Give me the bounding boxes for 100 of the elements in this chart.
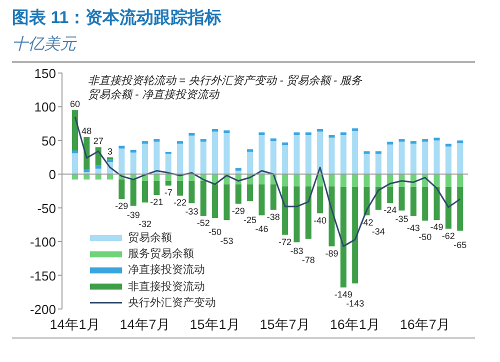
y-tick-label: 0 [48, 167, 56, 182]
bar [317, 186, 324, 214]
bar [375, 174, 382, 187]
bar [177, 144, 184, 174]
data-label: -62 [442, 230, 455, 241]
bar [142, 141, 148, 144]
data-label: -143 [346, 298, 364, 308]
bar [434, 138, 440, 140]
bar [130, 180, 136, 206]
bar [328, 138, 335, 174]
bar [235, 168, 242, 171]
bar [118, 180, 125, 200]
bar [200, 142, 206, 174]
bar [247, 149, 254, 152]
bar [375, 154, 382, 174]
bar [445, 144, 452, 146]
bar [72, 174, 78, 180]
bar [258, 132, 265, 136]
y-tick-label: -50 [37, 200, 56, 216]
bar [375, 151, 382, 154]
bar [224, 130, 230, 134]
bar [294, 135, 300, 174]
bar [247, 184, 254, 202]
bar [72, 153, 78, 174]
bar [340, 186, 346, 288]
data-label: -83 [290, 246, 304, 256]
bar [107, 159, 114, 162]
bar [224, 184, 230, 220]
bar [212, 184, 218, 218]
bar [84, 174, 90, 180]
data-label: 48 [82, 126, 92, 136]
bar [154, 180, 160, 196]
bar [282, 186, 288, 235]
bar [317, 128, 324, 132]
subtitle: 十亿美元 [12, 34, 76, 55]
bar [317, 132, 324, 174]
bar [387, 142, 394, 144]
bar [328, 135, 335, 138]
bar [352, 174, 358, 187]
data-label: 60 [70, 99, 80, 110]
bar [445, 186, 452, 229]
y-tick-label: 50 [42, 133, 56, 148]
data-label: -52 [196, 218, 210, 228]
data-label: -32 [138, 219, 152, 230]
bar [340, 132, 346, 136]
x-tick-label: 16年7月 [398, 316, 452, 334]
bar [375, 186, 382, 210]
bar [154, 174, 160, 181]
bar [398, 139, 405, 142]
bar [364, 174, 370, 187]
bar [364, 151, 370, 154]
data-label: -89 [325, 248, 338, 258]
bar [142, 144, 148, 174]
data-label: -53 [220, 236, 234, 246]
data-label: -25 [244, 214, 257, 225]
data-label: -149 [334, 289, 352, 300]
bar [270, 184, 276, 210]
bar [457, 140, 464, 144]
bar [130, 150, 136, 153]
bar [270, 141, 276, 174]
bar [305, 174, 312, 186]
bar [352, 128, 358, 131]
bar [107, 174, 114, 180]
bar [165, 154, 172, 174]
annotation: 非直接投资轮流动 = 央行外汇资产变动 - 贸易余额 - 服务贸易余额 - 净直接投资流动 [88, 74, 363, 102]
x-tick-label: 15年7月 [258, 316, 312, 334]
bar [305, 135, 312, 174]
x-tick-label: 14年7月 [118, 316, 172, 334]
bar [457, 143, 464, 174]
data-label: 3 [108, 146, 113, 156]
data-label: -50 [418, 232, 432, 242]
data-label: -29 [115, 201, 128, 212]
y-tick-label: -200 [30, 302, 56, 317]
bar [165, 174, 172, 181]
bar [200, 139, 206, 142]
data-label: 27 [93, 136, 104, 146]
title: 图表 11：资本流动跟踪指标 [12, 7, 222, 29]
bar [410, 141, 416, 144]
bar [422, 139, 428, 142]
bar [434, 174, 440, 187]
bar [387, 186, 394, 204]
bar [340, 174, 346, 187]
bar [305, 132, 312, 136]
bar [282, 145, 288, 174]
bar [398, 142, 405, 174]
bar [72, 110, 78, 151]
bar [445, 146, 452, 174]
data-label: -50 [208, 226, 222, 237]
bar [188, 180, 195, 204]
bar [165, 180, 172, 186]
bar [328, 186, 335, 246]
bar [130, 152, 136, 174]
data-label: -22 [174, 198, 187, 208]
bar [84, 169, 90, 172]
bar [410, 144, 416, 174]
bar [282, 142, 288, 146]
bar [154, 139, 160, 142]
bar [294, 186, 300, 242]
bar [154, 142, 160, 174]
bar [247, 152, 254, 174]
